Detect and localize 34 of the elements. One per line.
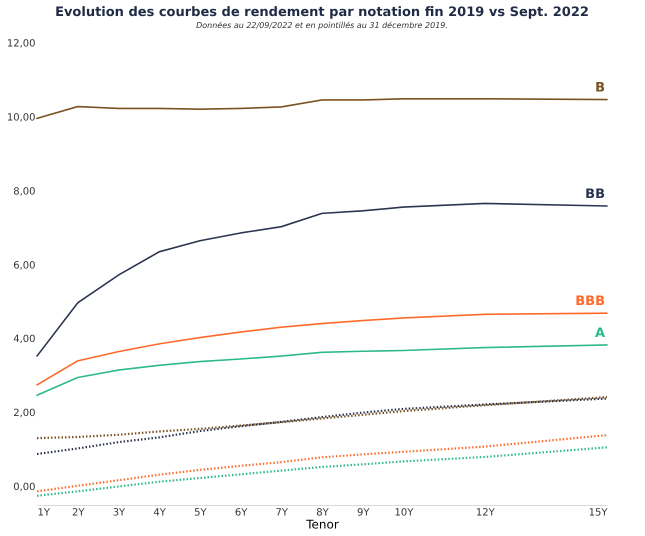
y-tick-label: 10,00 [6, 112, 36, 124]
x-tick-label: 5Y [194, 508, 208, 518]
series-label: BBB [575, 294, 605, 310]
line-series [36, 98, 608, 120]
x-tick-label: 15Y [588, 508, 608, 518]
x-tick-label: 3Y [112, 508, 126, 518]
line-series [36, 344, 608, 396]
y-tick-label: 2,00 [13, 408, 36, 420]
line-series [36, 312, 608, 386]
x-tick-label: 12Y [476, 508, 496, 518]
x-axis-title: Tenor [305, 518, 339, 532]
line-series [36, 397, 608, 456]
x-tick-label: 4Y [153, 508, 167, 518]
line-series [36, 202, 608, 357]
line-series [36, 396, 608, 440]
x-tick-label: 2Y [72, 508, 86, 518]
series-label: A [594, 326, 605, 341]
line-series [36, 434, 608, 492]
y-tick-label: 8,00 [13, 186, 36, 198]
y-tick-label: 12,00 [6, 38, 36, 50]
x-tick-label: 6Y [234, 508, 248, 518]
series-label: B [595, 80, 605, 96]
line-series [36, 446, 608, 497]
series-label: BB [585, 186, 605, 202]
y-tick-label: 6,00 [13, 260, 36, 272]
x-tick-label: 10Y [394, 508, 414, 518]
x-tick-label: 8Y [316, 508, 330, 518]
y-tick-label: 0,00 [13, 482, 36, 494]
chart-subtitle: Données au 22/09/2022 et en pointillés au 31 décembre 2019. [196, 21, 448, 30]
x-tick-label: 9Y [356, 508, 370, 518]
y-tick-label: 4,00 [13, 334, 36, 346]
x-tick-label: 1Y [38, 508, 51, 518]
x-tick-label: 7Y [276, 508, 289, 518]
chart-title: Evolution des courbes de rendement par notation fin 2019 vs Sept. 2022 [55, 5, 589, 20]
